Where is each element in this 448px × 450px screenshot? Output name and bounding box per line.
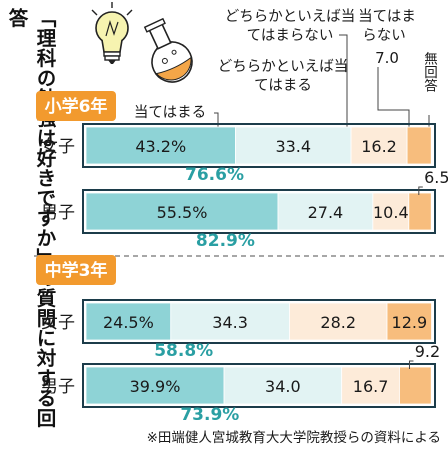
- row-label: 男子: [41, 203, 75, 223]
- group-badge: [36, 255, 116, 285]
- legend-no-answer-label: 無回答: [421, 52, 438, 93]
- bar-segment: [85, 302, 172, 341]
- bar-frame: [82, 189, 436, 234]
- bar-segment: [170, 302, 290, 341]
- bar-value-label: 24.5%: [103, 313, 154, 332]
- bar-segment: [350, 126, 408, 165]
- bar-segment: [430, 126, 433, 165]
- bar-value-label: 33.4: [275, 137, 311, 156]
- legend-somewhat-agree-label-line2: てはまる: [254, 78, 312, 94]
- bar-value-label: 55.5%: [157, 203, 208, 222]
- row-label: 女子: [41, 313, 75, 333]
- positive-total-label: 82.9%: [196, 231, 255, 251]
- legend-somewhat-disagree-label-line2: てはまらない: [247, 27, 334, 44]
- legend-disagree-value: 7.0: [375, 49, 399, 67]
- bar-segment: [223, 366, 343, 405]
- group-badge: [36, 91, 116, 121]
- source-note: ※田端健人宮城教育大大学院教授らの資料による: [147, 430, 441, 446]
- bar-segment: [406, 126, 432, 165]
- bar-frame: [82, 123, 436, 168]
- bar-segment: [85, 366, 225, 405]
- bar-value-label: 28.2: [320, 313, 356, 332]
- bar-segment: [235, 126, 352, 165]
- group-badge-label: 小学6年: [45, 96, 108, 117]
- bar-value-label: 39.9%: [130, 377, 181, 396]
- bar-side-leader: [418, 186, 423, 195]
- bar-side-value-label: 6.5: [424, 168, 448, 187]
- bar-value-label: 16.7: [353, 377, 389, 396]
- bar-segment: [85, 192, 279, 231]
- bar-frame: [82, 363, 436, 408]
- legend-agree-leader: [214, 112, 219, 127]
- legend-somewhat-disagree-label-line1: どちらかといえば当: [225, 8, 356, 25]
- bar-segment: [430, 366, 433, 405]
- legend-disagree-leader: [377, 67, 410, 127]
- legend-disagree-label-line1: 当てはま: [358, 8, 416, 25]
- group-badge-label: 中学3年: [45, 260, 108, 281]
- bar-value-label: 34.3: [212, 313, 248, 332]
- legend-somewhat-agree-label-line1: どちらかといえば当: [218, 58, 349, 75]
- bar-segment: [399, 366, 432, 405]
- bar-value-label: 34.0: [265, 377, 301, 396]
- bar-segment: [430, 192, 433, 231]
- flask-icon: [143, 17, 193, 83]
- bar-side-leader: [408, 360, 414, 369]
- positive-total-label: 58.8%: [154, 341, 213, 361]
- positive-total-label: 73.9%: [180, 405, 239, 425]
- row-label: 女子: [41, 137, 75, 157]
- bar-value-label: 27.4: [308, 203, 344, 222]
- bar-frame: [82, 299, 436, 344]
- positive-total-label: 76.6%: [185, 165, 244, 185]
- legend-disagree-label-line2: らない: [362, 27, 406, 44]
- bar-side-value-label: 9.2: [415, 342, 440, 361]
- bar-value-label: 12.9: [392, 313, 428, 332]
- bar-segment: [85, 126, 236, 165]
- legend-agree-label: 当てはまる: [134, 104, 206, 121]
- bar-value-label: 10.4: [373, 203, 409, 222]
- bar-value-label: 16.2: [361, 137, 397, 156]
- legend-somewhat-disagree-leader: [339, 34, 348, 127]
- row-label: 男子: [41, 377, 75, 397]
- bar-segment: [372, 192, 410, 231]
- lightbulb-icon: [91, 2, 133, 64]
- bar-segment: [341, 366, 400, 405]
- bar-value-label: 43.2%: [135, 137, 186, 156]
- bar-segment: [408, 192, 432, 231]
